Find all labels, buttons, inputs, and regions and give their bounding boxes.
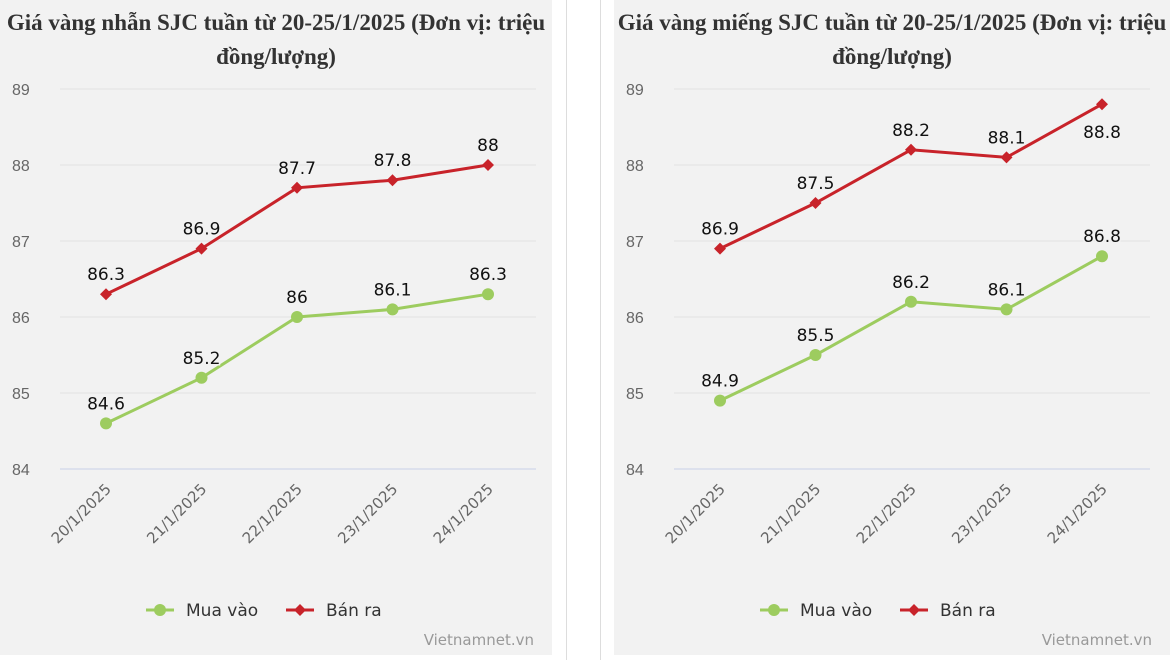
y-tick-label: 85: [626, 386, 644, 403]
x-tick-label: 23/1/2025: [948, 480, 1015, 547]
legend-label: Bán ra: [326, 601, 382, 621]
legend-marker: [154, 604, 166, 616]
x-tick-label: 20/1/2025: [48, 480, 115, 547]
data-label: 88.8: [1083, 123, 1121, 143]
chart-svg: 84 85 86 87 88 89 20/1/2025 21/1/2025 22/1/2025 2…: [626, 82, 1150, 621]
data-point: [482, 159, 494, 171]
x-tick-label: 21/1/2025: [143, 480, 210, 547]
data-point: [195, 242, 208, 255]
x-tick-label: 22/1/2025: [853, 480, 920, 547]
data-point: [100, 417, 112, 430]
legend-marker: [294, 604, 306, 616]
y-tick-label: 86: [12, 310, 30, 327]
data-point: [809, 197, 822, 209]
data-point: [195, 371, 208, 384]
x-tick-label: 23/1/2025: [334, 480, 401, 547]
data-label: 84.6: [87, 394, 125, 414]
data-label: 84.9: [701, 372, 739, 392]
y-tick-label: 85: [12, 386, 30, 403]
chart-svg: 84 85 86 87 88 89 20/1/2025 21/1/2025 22/1/2025 2…: [12, 82, 536, 621]
y-tick-label: 84: [12, 462, 30, 479]
data-label: 87.5: [797, 174, 835, 194]
data-label: 86.9: [701, 220, 739, 240]
y-tick-label: 87: [626, 234, 644, 251]
data-point: [100, 288, 112, 301]
y-tick-label: 89: [626, 82, 644, 99]
legend-label: Mua vào: [800, 601, 872, 621]
credit: Vietnamnet.vn: [423, 631, 534, 649]
data-label: 86.1: [374, 280, 412, 300]
data-point: [1096, 98, 1108, 111]
data-label: 88.1: [988, 128, 1026, 148]
data-label: 86.1: [988, 280, 1026, 300]
data-label: 86.8: [1083, 227, 1121, 247]
chart-title: Giá vàng nhẫn SJC tuần từ 20-25/1/2025 (…: [6, 10, 546, 69]
y-tick-label: 86: [626, 310, 644, 327]
chart-panel-mieng: Giá vàng miếng SJC tuần từ 20-25/1/2025 …: [614, 0, 1170, 655]
data-label: 88.2: [892, 121, 930, 141]
data-label: 86.3: [87, 265, 125, 285]
data-label: 86.9: [183, 220, 221, 240]
data-point: [1096, 250, 1108, 263]
y-tick-label: 84: [626, 462, 644, 479]
data-label: 85.2: [183, 349, 221, 369]
x-tick-label: 22/1/2025: [239, 480, 306, 547]
x-tick-label: 24/1/2025: [430, 480, 497, 547]
data-label: 88: [477, 136, 499, 156]
data-point: [1000, 303, 1013, 316]
data-point: [291, 181, 303, 194]
legend-marker: [768, 604, 780, 616]
y-tick-label: 89: [12, 82, 30, 99]
data-label: 86.2: [892, 273, 930, 293]
data-label: 87.7: [278, 159, 316, 179]
divider: [600, 0, 601, 660]
y-tick-label: 88: [626, 158, 644, 175]
legend-label: Mua vào: [186, 601, 258, 621]
data-point: [905, 295, 917, 308]
y-tick-label: 88: [12, 158, 30, 175]
credit: Vietnamnet.vn: [1041, 631, 1152, 649]
data-point: [386, 303, 399, 316]
data-label: 86.3: [469, 265, 507, 285]
data-point: [1000, 151, 1013, 164]
x-tick-label: 21/1/2025: [757, 480, 824, 547]
data-point: [482, 288, 494, 301]
chart-title: Giá vàng miếng SJC tuần từ 20-25/1/2025 …: [617, 10, 1167, 69]
chart-panel-nhan: Giá vàng nhẫn SJC tuần từ 20-25/1/2025 (…: [0, 0, 552, 655]
data-label: 85.5: [797, 326, 835, 346]
data-point: [714, 242, 726, 255]
legend-marker: [908, 604, 920, 616]
x-tick-label: 24/1/2025: [1044, 480, 1111, 547]
data-label: 87.8: [374, 151, 412, 171]
y-tick-label: 87: [12, 234, 30, 251]
x-tick-label: 20/1/2025: [662, 480, 729, 547]
legend-label: Bán ra: [940, 601, 996, 621]
data-point: [291, 311, 303, 323]
data-point: [905, 143, 917, 156]
data-point: [386, 174, 399, 187]
data-point: [714, 394, 726, 407]
data-point: [809, 349, 822, 361]
data-label: 86: [286, 288, 308, 308]
divider: [566, 0, 567, 660]
